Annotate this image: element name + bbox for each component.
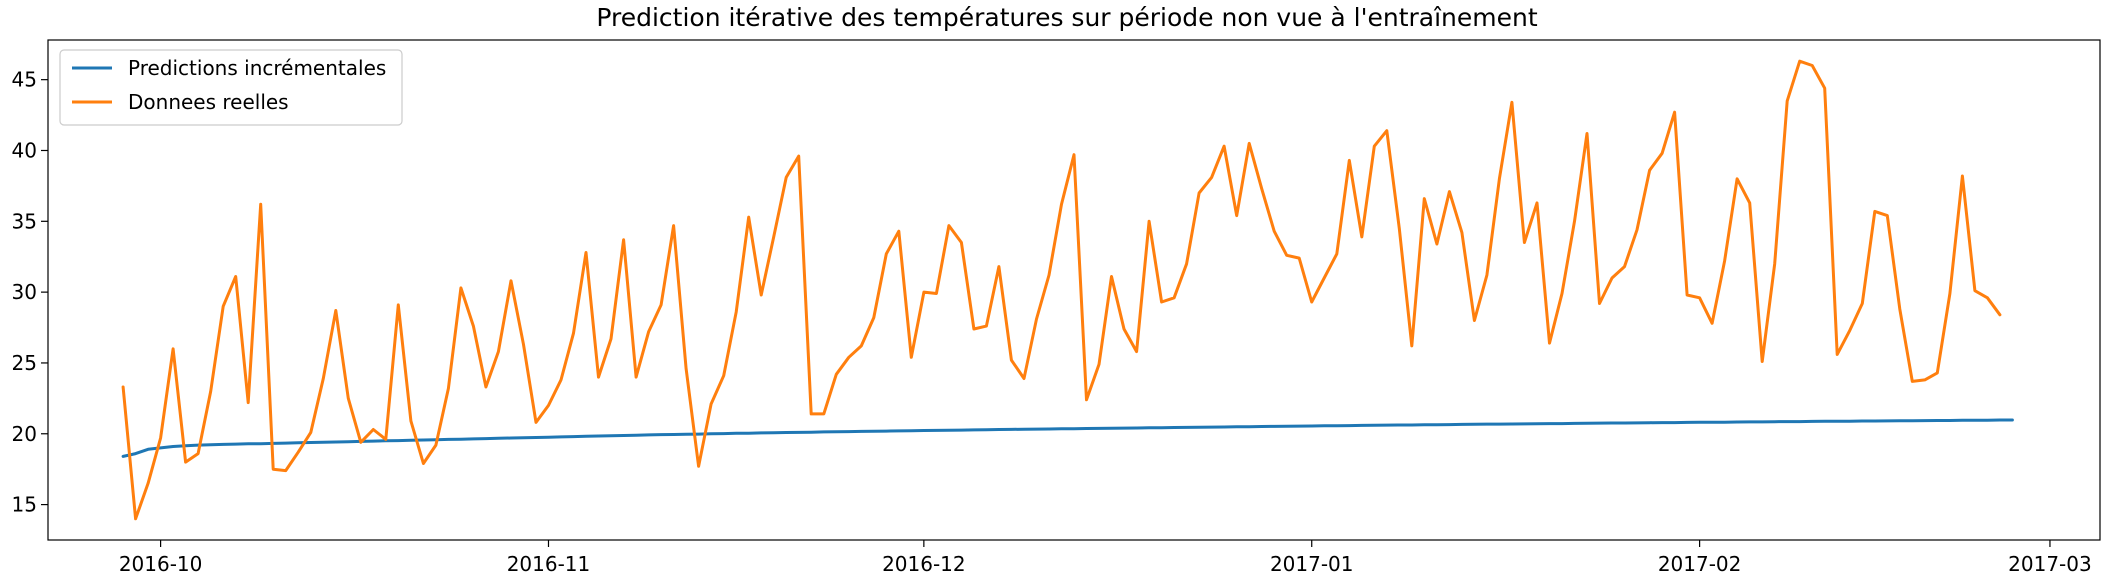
chart-title: Prediction itérative des températures su…	[596, 3, 1537, 32]
legend-label-actual: Donnees reelles	[128, 90, 289, 114]
y-tick-label: 35	[12, 209, 37, 233]
x-tick-label: 2016-10	[119, 552, 203, 576]
x-tick-label: 2017-01	[1270, 552, 1354, 576]
legend-label-predictions: Predictions incrémentales	[128, 56, 386, 80]
x-tick-label: 2016-12	[882, 552, 966, 576]
series-line-actual	[121, 59, 2002, 521]
y-tick-label: 25	[12, 351, 37, 375]
legend: Predictions incrémentales Donnees reelle…	[59, 49, 403, 126]
y-tick-label: 40	[12, 138, 37, 162]
y-tick-label: 30	[12, 280, 37, 304]
series-layer	[121, 59, 2014, 521]
y-tick-label: 15	[12, 493, 37, 517]
x-tick-label: 2016-11	[507, 552, 591, 576]
x-tick-label: 2017-03	[2008, 552, 2092, 576]
y-tick-label: 45	[12, 68, 37, 92]
x-tick-label: 2017-02	[1658, 552, 1742, 576]
y-tick-label: 20	[12, 422, 37, 446]
legend-box	[59, 49, 403, 126]
y-axis: 15 20 25 30 35 40 45	[12, 68, 48, 517]
plot-frame	[47, 39, 2101, 541]
x-axis: 2016-10 2016-11 2016-12 2017-01 2017-02 2017-…	[119, 540, 2092, 576]
